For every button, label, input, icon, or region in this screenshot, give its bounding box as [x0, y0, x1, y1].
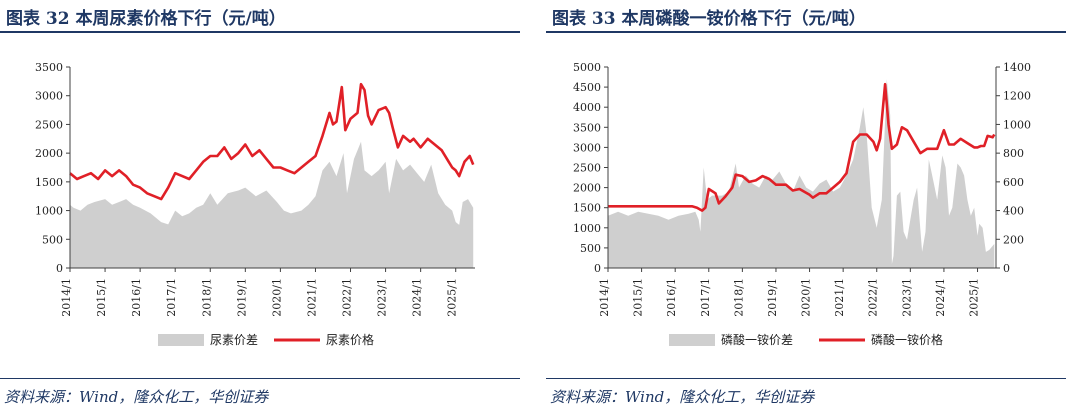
y-right-tick-label: 1000: [1003, 118, 1031, 131]
x-tick-label: 2020/1: [800, 278, 813, 317]
y-tick-label: 1500: [573, 202, 601, 215]
legend-label-area: 磷酸一铵价差: [721, 332, 793, 347]
x-tick-label: 2021/1: [305, 278, 318, 317]
y-right-tick-label: 800: [1003, 147, 1024, 160]
x-tick-label: 2024/1: [411, 278, 424, 317]
y-tick-label: 0: [594, 262, 601, 275]
y-tick-label: 1500: [35, 176, 63, 189]
legend-label-area: 尿素价差: [210, 333, 258, 347]
x-tick-label: 2020/1: [270, 278, 283, 317]
panel-map: 图表 33 本周磷酸一铵价格下行（元/吨） 0 500 1000 1500 2000 25…: [546, 0, 1066, 413]
x-tick-label: 2015/1: [95, 278, 108, 317]
chart-source: 资料来源：Wind，隆众化工，华创证券: [4, 388, 269, 406]
y-tick-label: 3500: [35, 61, 63, 74]
title-divider: [546, 31, 1066, 33]
y-tick-label: 3000: [573, 141, 601, 154]
y-tick-label: 2000: [35, 147, 63, 160]
x-tick-label: 2024/1: [934, 278, 947, 317]
x-tick-label: 2016/1: [665, 278, 678, 317]
legend-swatch-area: [158, 334, 204, 346]
panel-urea: 图表 32 本周尿素价格下行（元/吨） 0 500 1000 1500 2000 2500…: [0, 0, 520, 413]
x-tick-label: 2017/1: [699, 278, 712, 317]
line-series-磷酸一铵价格: [608, 82, 996, 212]
source-divider: [0, 378, 520, 379]
x-tick-label: 2014/1: [598, 278, 611, 317]
urea-chart: 0 500 1000 1500 2000 2500 3000 3500 2014/1 2015/1…: [0, 40, 520, 370]
y-tick-label: 500: [580, 242, 601, 255]
y-right-tick-label: 1200: [1003, 90, 1031, 103]
x-tick-label: 2017/1: [165, 278, 178, 317]
y-tick-label: 0: [56, 262, 63, 275]
y-right-tick-label: 1400: [1003, 61, 1031, 74]
x-tick-label: 2019/1: [766, 278, 779, 317]
chart-title: 图表 32 本周尿素价格下行（元/吨）: [6, 9, 286, 29]
x-tick-label: 2023/1: [376, 278, 389, 317]
y-tick-label: 2500: [573, 162, 601, 175]
y-tick-label: 5000: [573, 61, 601, 74]
legend-label-line: 尿素价格: [326, 332, 374, 347]
y-tick-label: 1000: [35, 205, 63, 218]
x-tick-label: 2015/1: [632, 278, 645, 317]
x-tick-label: 2018/1: [200, 278, 213, 317]
x-tick-label: 2019/1: [235, 278, 248, 317]
area-series-磷酸一铵价差: [608, 79, 995, 268]
x-tick-label: 2016/1: [130, 278, 143, 317]
legend-label-line: 磷酸一铵价格: [871, 332, 943, 347]
map-chart: 0 500 1000 1500 2000 2500 3000 3500 4000 4500 5000…: [546, 40, 1066, 370]
x-tick-label: 2022/1: [867, 278, 880, 317]
y-tick-label: 3500: [573, 121, 601, 134]
x-tick-label: 2018/1: [732, 278, 745, 317]
chart-source: 资料来源：Wind，隆众化工，华创证券: [550, 388, 815, 406]
x-tick-label: 2025/1: [968, 278, 981, 317]
x-tick-label: 2021/1: [833, 278, 846, 317]
y-right-tick-label: 400: [1003, 205, 1024, 218]
x-tick-label: 2025/1: [446, 278, 459, 317]
y-right-tick-label: 200: [1003, 233, 1024, 246]
area-series-尿素价差: [70, 141, 474, 268]
y-tick-label: 4000: [573, 101, 601, 114]
urea-chart-svg: 0 500 1000 1500 2000 2500 3000 3500 2014/1 2015/1…: [35, 61, 475, 347]
x-tick-label: 2023/1: [900, 278, 913, 317]
chart-title: 图表 33 本周磷酸一铵价格下行（元/吨）: [552, 9, 866, 29]
x-tick-label: 2014/1: [60, 278, 73, 317]
legend-swatch-area: [669, 334, 715, 346]
title-divider: [0, 31, 520, 33]
line-series-尿素价格: [69, 82, 475, 201]
y-tick-label: 2000: [573, 182, 601, 195]
y-tick-label: 4500: [573, 81, 601, 94]
y-tick-label: 2500: [35, 118, 63, 131]
y-tick-label: 3000: [35, 90, 63, 103]
y-tick-label: 1000: [573, 222, 601, 235]
x-tick-label: 2022/1: [341, 278, 354, 317]
y-right-tick-label: 600: [1003, 176, 1024, 189]
y-tick-label: 500: [42, 233, 63, 246]
y-right-tick-label: 0: [1003, 262, 1010, 275]
source-divider: [546, 378, 1066, 379]
map-chart-svg: 0500100015002000250030003500400045005000…: [573, 61, 1031, 347]
